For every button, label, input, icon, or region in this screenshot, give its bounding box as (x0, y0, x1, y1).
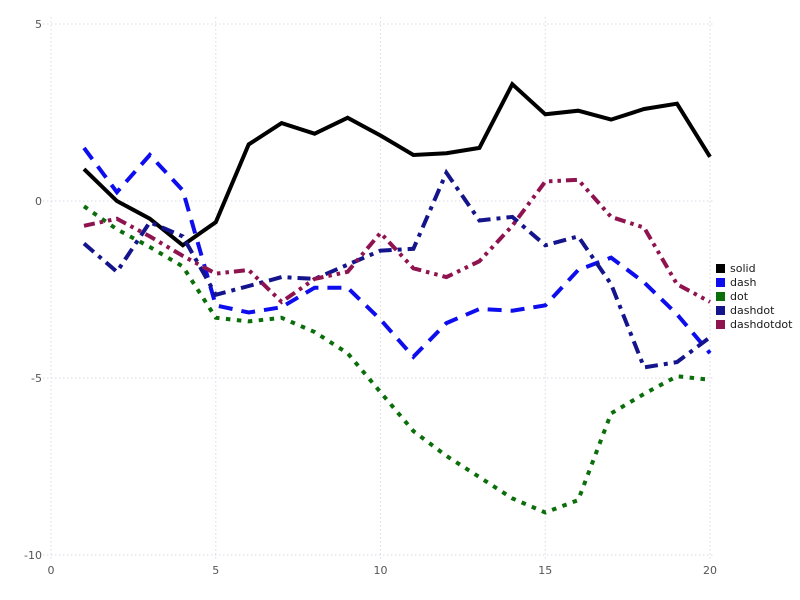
series-line-dashdot (82, 168, 712, 370)
legend-swatch-dash (716, 278, 725, 287)
legend-item-dash: dash (716, 276, 792, 289)
legend-label: dashdot (730, 304, 775, 317)
legend-item-dashdot: dashdot (716, 304, 792, 317)
x-tick-label-15: 15 (538, 564, 552, 577)
legend-label: solid (730, 262, 756, 275)
series-line-dash (82, 146, 712, 360)
series-line-solid (82, 80, 712, 248)
legend-item-dot: dot (716, 290, 792, 303)
x-tick-label-0: 0 (48, 564, 55, 577)
x-tick-label-5: 5 (212, 564, 219, 577)
y-tick-label--10: -10 (24, 549, 42, 562)
y-tick-label-5: 5 (35, 18, 42, 31)
legend-label: dash (730, 276, 757, 289)
y-tick-label-0: 0 (35, 195, 42, 208)
legend-swatch-dashdotdot (716, 320, 725, 329)
legend-item-dashdotdot: dashdotdot (716, 318, 792, 331)
legend-label: dot (730, 290, 749, 303)
legend: solid dash dot dashdot dashdotdot (716, 262, 792, 331)
legend-swatch-dot (716, 292, 725, 301)
x-tick-label-10: 10 (374, 564, 388, 577)
x-tick-label-20: 20 (703, 564, 717, 577)
y-tick-label--5: -5 (31, 372, 42, 385)
legend-item-solid: solid (716, 262, 792, 275)
legend-swatch-dashdot (716, 306, 725, 315)
legend-label: dashdotdot (730, 318, 793, 331)
series-line-dashdotdot (83, 177, 711, 305)
legend-swatch-solid (716, 264, 725, 273)
